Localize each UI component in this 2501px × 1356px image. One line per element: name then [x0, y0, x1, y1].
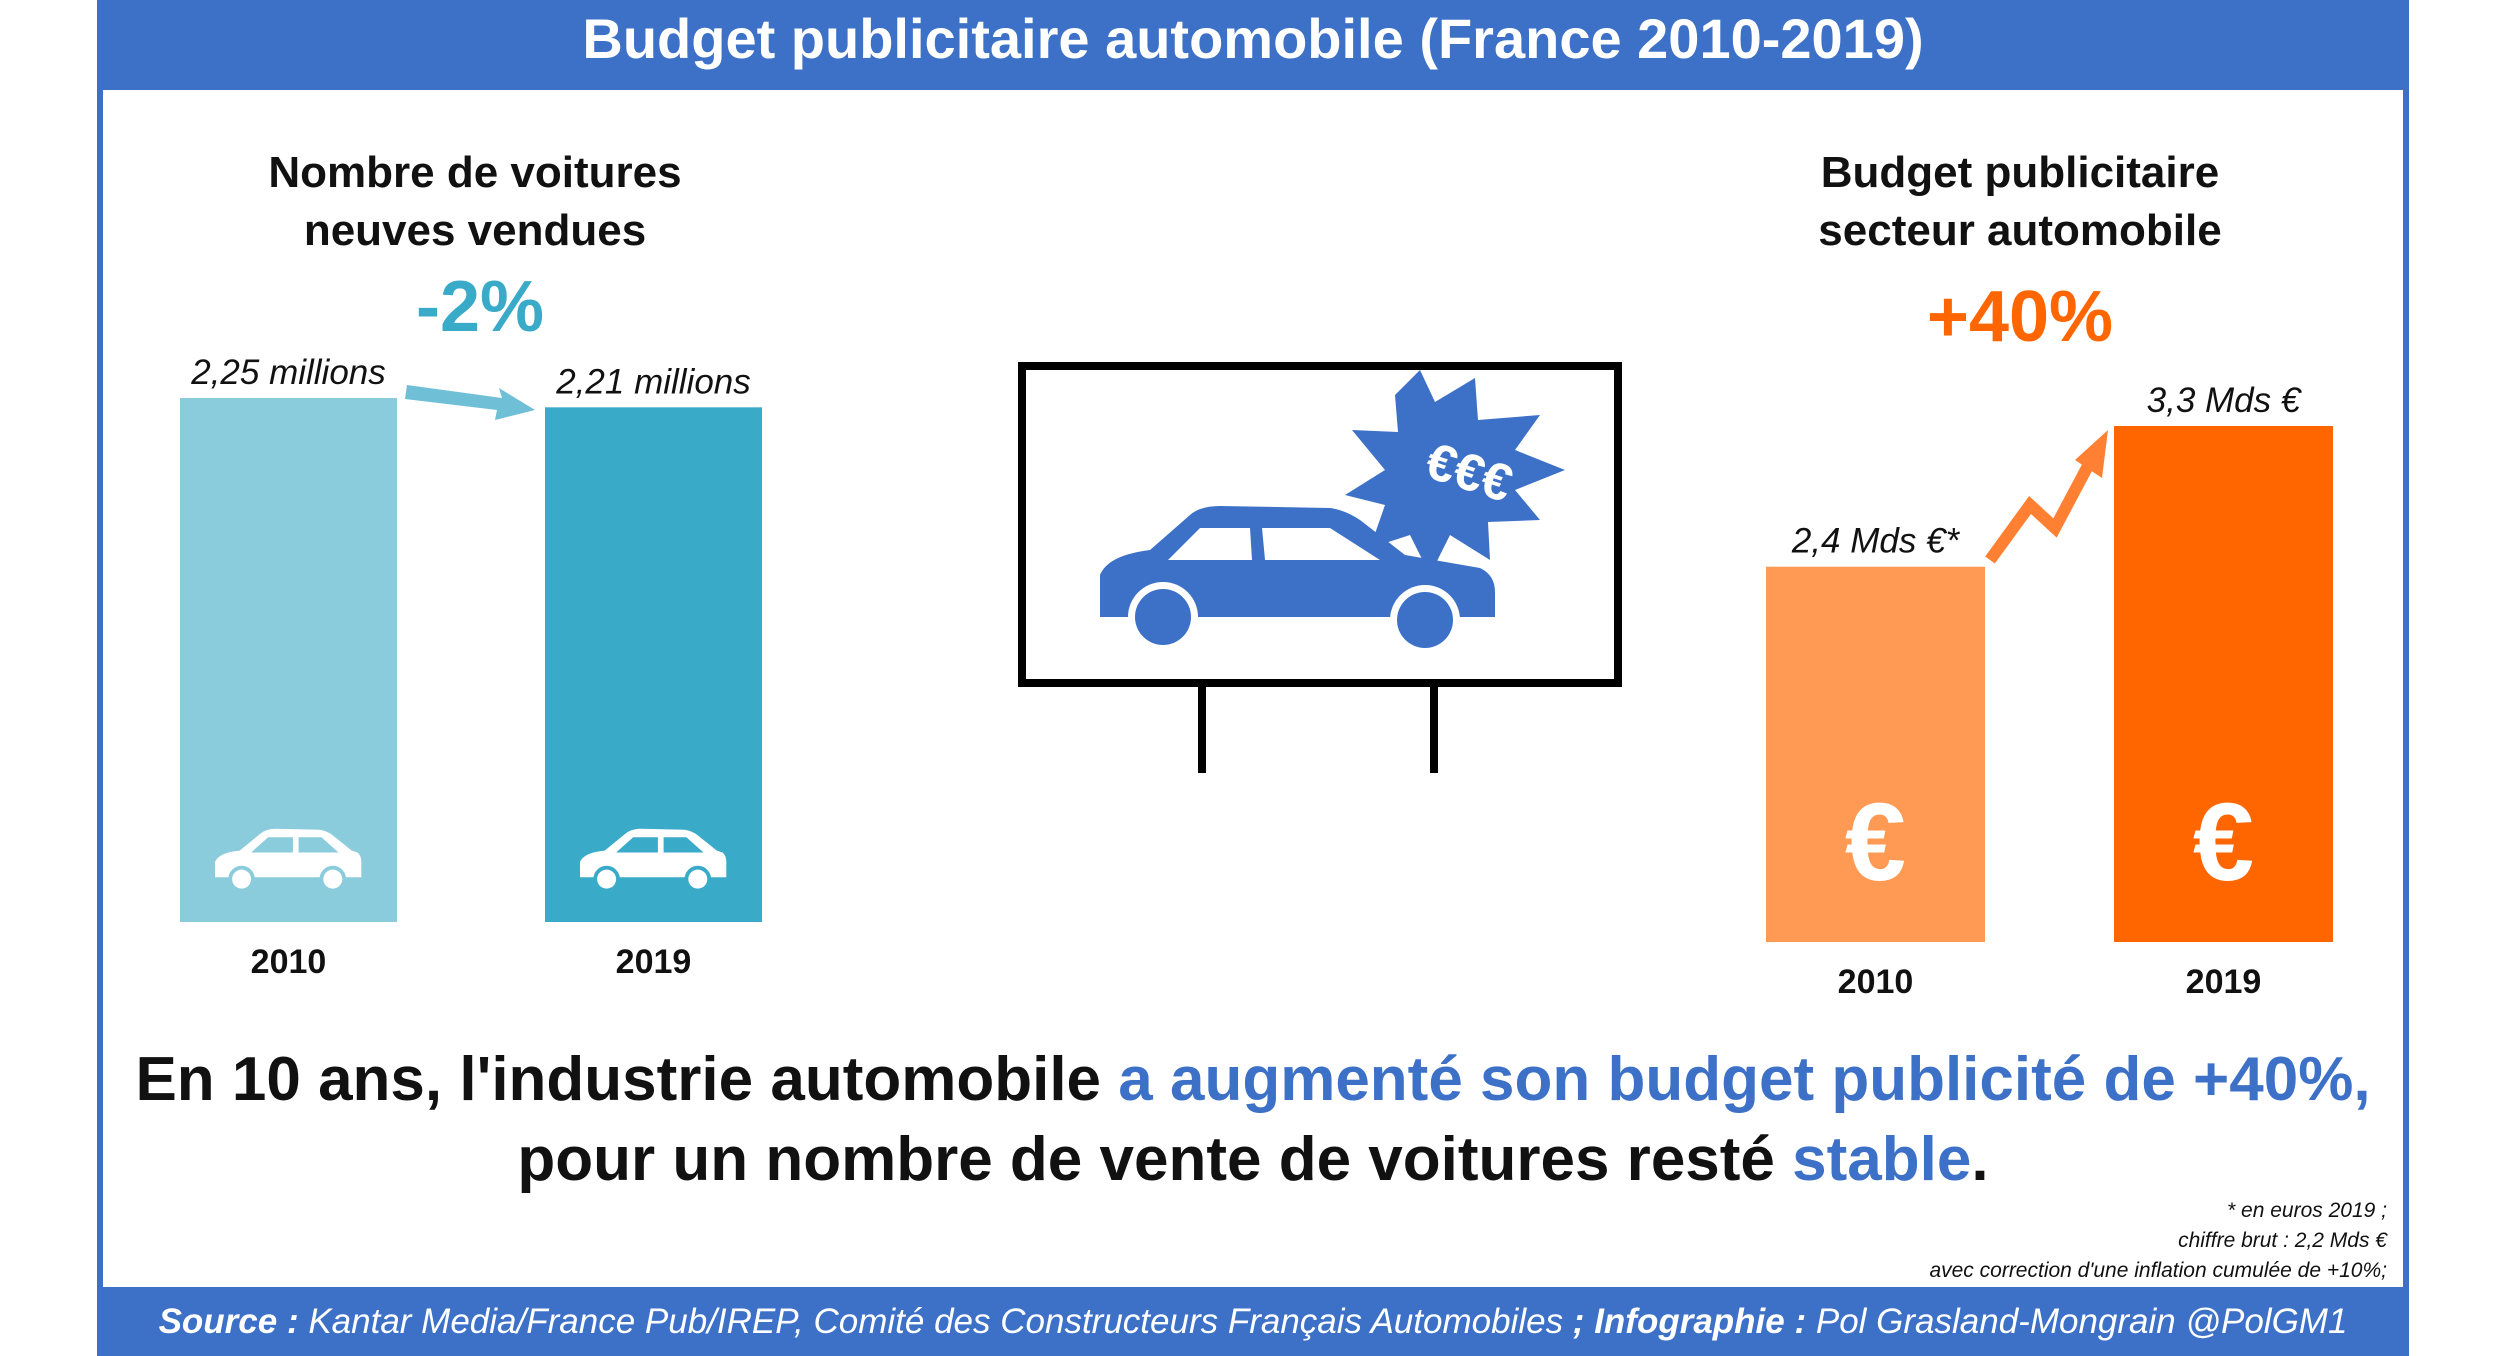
conclusion-line-2: pour un nombre de vente de voitures rest… [517, 1125, 1989, 1194]
billboard-car-icon [1100, 506, 1495, 655]
footnote-line: chiffre brut : 2,2 Mds € [2178, 1229, 2387, 1252]
cars-chart: 2,25 millions 2010 2,21 millions 2019 [180, 353, 762, 981]
content-panel [103, 90, 2403, 1287]
cars-chart-title-line2: neuves vendues [303, 206, 647, 255]
cars-year-label: 2010 [251, 943, 327, 981]
billboard-icon: €€€ [1018, 362, 1622, 773]
cars-year-label: 2019 [616, 943, 692, 981]
euro-icon: € [1845, 781, 1906, 904]
budget-chart-title: Budget publicitaire secteur automobile [1720, 144, 2320, 260]
budget-value-label: 2,4 Mds €* [1791, 522, 1961, 561]
cars-value-label: 2,21 millions [555, 362, 751, 401]
budget-year-label: 2019 [2186, 963, 2262, 1001]
conclusion-line-1: En 10 ans, l'industrie automobile a augm… [135, 1045, 2371, 1114]
footnote-line: * en euros 2019 ; [2227, 1199, 2387, 1222]
footnote: * en euros 2019 ; chiffre brut : 2,2 Mds… [1929, 1196, 2387, 1286]
source-credit: Source : Kantar Media/France Pub/IREP, C… [158, 1302, 2348, 1341]
budget-year-label: 2010 [1838, 963, 1914, 1001]
budget-value-label: 3,3 Mds € [2147, 381, 2302, 420]
car-icon [580, 828, 727, 893]
budget-bar-2019 [2114, 426, 2333, 942]
budget-chart-title-line1: Budget publicitaire [1820, 148, 2220, 197]
cars-chart-title-line1: Nombre de voitures [268, 148, 682, 197]
price-starburst-icon [1345, 370, 1565, 575]
cars-change-percent: -2% [415, 267, 545, 347]
budget-chart: 2,4 Mds €* 2010 €3,3 Mds € 2019 € [1766, 381, 2333, 1001]
cars-arrow-icon [405, 385, 535, 420]
budget-bar-2010 [1766, 566, 1985, 942]
budget-change-percent: +40% [1926, 277, 2114, 357]
budget-chart-title-line2: secteur automobile [1818, 206, 2222, 255]
budget-zigzag-arrow-icon [1985, 430, 2108, 564]
euro-icon: € [2193, 781, 2254, 904]
footnote-line: avec correction d'une inflation cumulée … [1929, 1259, 2387, 1282]
car-icon [215, 828, 362, 893]
cars-chart-title: Nombre de voitures neuves vendues [175, 144, 775, 260]
page-title: Budget publicitaire automobile (France 2… [582, 7, 1924, 70]
cars-value-label: 2,25 millions [190, 353, 386, 392]
conclusion-text: En 10 ans, l'industrie automobile a augm… [103, 1040, 2403, 1200]
